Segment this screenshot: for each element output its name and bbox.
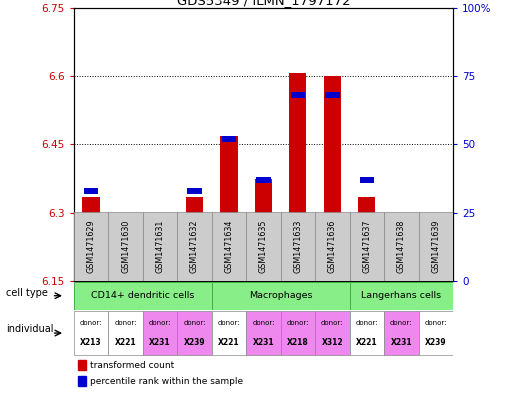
Title: GDS5349 / ILMN_1797172: GDS5349 / ILMN_1797172: [177, 0, 350, 7]
Text: donor:: donor:: [321, 320, 344, 326]
Bar: [177, 212, 212, 281]
Bar: [74, 212, 108, 281]
Bar: [151, 275, 168, 281]
Bar: [212, 281, 350, 310]
Bar: [246, 212, 280, 281]
Bar: [324, 76, 341, 281]
Text: X231: X231: [390, 338, 412, 347]
Text: X221: X221: [218, 338, 240, 347]
Bar: [289, 72, 306, 281]
Text: X239: X239: [425, 338, 446, 347]
Text: GSM1471632: GSM1471632: [190, 220, 199, 274]
Text: GSM1471638: GSM1471638: [397, 220, 406, 273]
Text: donor:: donor:: [252, 320, 275, 326]
Bar: [220, 136, 238, 281]
Bar: [118, 218, 133, 224]
Text: transformed count: transformed count: [90, 360, 174, 369]
Text: donor:: donor:: [80, 320, 102, 326]
Text: X218: X218: [287, 338, 309, 347]
Bar: [187, 188, 202, 194]
Bar: [143, 311, 177, 355]
Bar: [246, 311, 280, 355]
Text: GSM1471633: GSM1471633: [293, 220, 302, 273]
Bar: [117, 220, 134, 281]
Text: X221: X221: [115, 338, 136, 347]
Bar: [77, 360, 86, 370]
Bar: [256, 177, 271, 183]
Text: X213: X213: [80, 338, 102, 347]
Bar: [77, 376, 86, 386]
Bar: [74, 281, 212, 310]
Text: cell type: cell type: [6, 288, 48, 298]
Text: X231: X231: [252, 338, 274, 347]
Bar: [212, 311, 246, 355]
Text: X231: X231: [149, 338, 171, 347]
Text: donor:: donor:: [287, 320, 309, 326]
Text: X221: X221: [356, 338, 378, 347]
Bar: [74, 311, 108, 355]
Bar: [83, 188, 98, 194]
Bar: [358, 197, 376, 281]
Text: GSM1471634: GSM1471634: [224, 220, 234, 273]
Text: donor:: donor:: [149, 320, 171, 326]
Bar: [280, 311, 315, 355]
Bar: [418, 311, 453, 355]
Bar: [359, 177, 374, 183]
Text: CD14+ dendritic cells: CD14+ dendritic cells: [91, 291, 194, 300]
Text: X239: X239: [184, 338, 205, 347]
Bar: [186, 197, 203, 281]
Text: donor:: donor:: [425, 320, 447, 326]
Text: GSM1471636: GSM1471636: [328, 220, 337, 273]
Bar: [315, 311, 350, 355]
Text: donor:: donor:: [218, 320, 240, 326]
Bar: [82, 197, 100, 281]
Bar: [325, 92, 340, 98]
Text: GSM1471629: GSM1471629: [87, 220, 96, 274]
Bar: [291, 92, 305, 98]
Bar: [315, 212, 350, 281]
Text: GSM1471631: GSM1471631: [155, 220, 164, 273]
Text: percentile rank within the sample: percentile rank within the sample: [90, 376, 243, 386]
Text: individual: individual: [6, 323, 53, 334]
Text: donor:: donor:: [114, 320, 137, 326]
Text: Macrophages: Macrophages: [249, 291, 313, 300]
Text: X312: X312: [322, 338, 343, 347]
Bar: [143, 212, 177, 281]
Bar: [350, 212, 384, 281]
Bar: [221, 136, 236, 142]
Bar: [255, 178, 272, 281]
Bar: [392, 261, 410, 281]
Bar: [350, 311, 384, 355]
Bar: [384, 212, 418, 281]
Bar: [153, 256, 167, 262]
Text: donor:: donor:: [356, 320, 378, 326]
Bar: [384, 311, 418, 355]
Text: GSM1471635: GSM1471635: [259, 220, 268, 274]
Bar: [350, 281, 453, 310]
Text: Langerhans cells: Langerhans cells: [361, 291, 441, 300]
Bar: [427, 261, 444, 281]
Bar: [429, 240, 443, 246]
Bar: [108, 212, 143, 281]
Bar: [212, 212, 246, 281]
Text: donor:: donor:: [390, 320, 413, 326]
Bar: [394, 218, 409, 224]
Text: GSM1471630: GSM1471630: [121, 220, 130, 273]
Bar: [177, 311, 212, 355]
Bar: [108, 311, 143, 355]
Text: GSM1471637: GSM1471637: [362, 220, 372, 274]
Bar: [280, 212, 315, 281]
Text: donor:: donor:: [183, 320, 206, 326]
Bar: [418, 212, 453, 281]
Text: GSM1471639: GSM1471639: [431, 220, 440, 274]
